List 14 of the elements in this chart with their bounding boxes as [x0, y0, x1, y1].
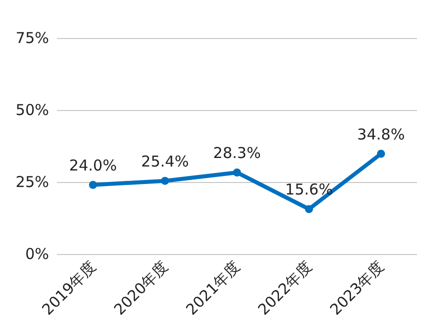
data-label: 34.8%	[357, 125, 405, 144]
point	[377, 150, 385, 158]
data-label: 24.0%	[69, 156, 117, 174]
point	[233, 168, 241, 176]
y-tick-label: 0%	[25, 245, 49, 263]
data-label: 15.6%	[285, 180, 333, 199]
y-tick-label: 50%	[16, 101, 49, 119]
point	[305, 205, 313, 214]
data-label: 25.4%	[141, 152, 189, 170]
point	[161, 176, 169, 185]
point	[89, 180, 97, 189]
y-tick-label: 25%	[16, 173, 49, 191]
data-label: 28.3%	[213, 144, 261, 162]
y-tick-label: 75%	[16, 29, 49, 47]
